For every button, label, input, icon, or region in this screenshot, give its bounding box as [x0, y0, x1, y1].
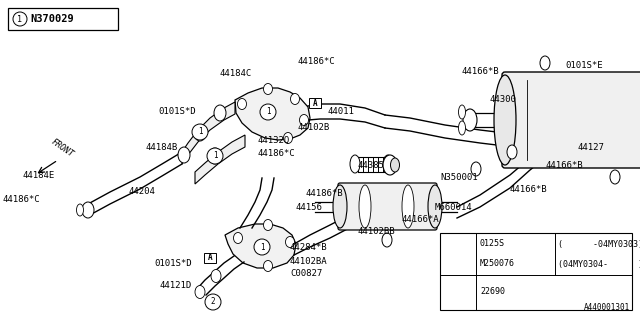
Bar	[204, 253, 216, 263]
Text: A: A	[313, 99, 317, 108]
Ellipse shape	[285, 236, 294, 247]
Text: (04MY0304-      ): (04MY0304- )	[558, 260, 640, 268]
Text: 0125S: 0125S	[480, 239, 505, 249]
Ellipse shape	[359, 185, 371, 228]
Ellipse shape	[264, 220, 273, 230]
Ellipse shape	[195, 285, 205, 299]
Text: 44166*B: 44166*B	[545, 161, 582, 170]
Text: 44184B: 44184B	[146, 143, 178, 153]
Ellipse shape	[458, 121, 465, 135]
Text: 1: 1	[198, 127, 202, 137]
Ellipse shape	[471, 162, 481, 176]
Text: 44156: 44156	[295, 204, 322, 212]
Text: 44132Q: 44132Q	[258, 135, 291, 145]
Text: 0101S*E: 0101S*E	[565, 60, 603, 69]
Text: 22690: 22690	[480, 287, 505, 297]
Bar	[309, 98, 321, 108]
Ellipse shape	[333, 185, 347, 228]
Ellipse shape	[82, 202, 94, 218]
Circle shape	[260, 104, 276, 120]
Ellipse shape	[383, 155, 397, 175]
Text: 1: 1	[17, 14, 22, 23]
Text: 0101S*D: 0101S*D	[154, 260, 192, 268]
Text: 44166*A: 44166*A	[402, 215, 440, 225]
Text: FRONT: FRONT	[49, 137, 75, 159]
Ellipse shape	[507, 145, 517, 159]
Circle shape	[449, 245, 467, 263]
Ellipse shape	[194, 125, 206, 141]
Polygon shape	[235, 88, 310, 140]
Text: 44300: 44300	[490, 95, 517, 105]
Text: 1: 1	[260, 243, 264, 252]
Text: 44204: 44204	[128, 188, 155, 196]
Ellipse shape	[390, 158, 399, 172]
Text: 44011: 44011	[327, 108, 354, 116]
FancyBboxPatch shape	[338, 183, 437, 230]
Text: 3: 3	[456, 287, 461, 297]
Ellipse shape	[540, 56, 550, 70]
Ellipse shape	[383, 155, 393, 173]
Text: 1: 1	[266, 108, 270, 116]
Text: 44184E: 44184E	[23, 171, 55, 180]
Text: N370029: N370029	[30, 14, 74, 24]
Ellipse shape	[300, 115, 308, 125]
Circle shape	[207, 148, 223, 164]
Text: 44127: 44127	[578, 143, 605, 153]
Text: 44284*B: 44284*B	[290, 244, 328, 252]
Text: (      -04MY0303): ( -04MY0303)	[558, 239, 640, 249]
Ellipse shape	[214, 105, 226, 121]
Ellipse shape	[209, 148, 221, 164]
Text: C00827: C00827	[290, 269, 323, 278]
Text: 44166*B: 44166*B	[510, 186, 548, 195]
Ellipse shape	[463, 109, 477, 131]
Ellipse shape	[382, 233, 392, 247]
Ellipse shape	[494, 75, 516, 165]
Circle shape	[192, 124, 208, 140]
Ellipse shape	[178, 147, 190, 163]
Ellipse shape	[284, 132, 292, 143]
Ellipse shape	[211, 269, 221, 283]
Text: A440001301: A440001301	[584, 303, 630, 312]
Text: 44186*C: 44186*C	[3, 195, 40, 204]
Circle shape	[449, 283, 467, 301]
Polygon shape	[225, 224, 296, 268]
Text: 2: 2	[456, 250, 461, 259]
Ellipse shape	[77, 204, 83, 216]
Bar	[440, 233, 632, 310]
Ellipse shape	[264, 260, 273, 271]
Text: 44385: 44385	[358, 161, 385, 170]
Text: 44121D: 44121D	[160, 281, 192, 290]
Text: 44186*C: 44186*C	[258, 148, 296, 157]
Text: 44102BA: 44102BA	[290, 257, 328, 266]
Text: 1: 1	[212, 151, 218, 161]
Text: 2: 2	[211, 298, 215, 307]
Polygon shape	[182, 102, 235, 164]
Text: M250076: M250076	[480, 260, 515, 268]
Ellipse shape	[402, 185, 414, 228]
Ellipse shape	[610, 170, 620, 184]
Ellipse shape	[264, 84, 273, 94]
Polygon shape	[195, 135, 245, 184]
Text: 44186*B: 44186*B	[305, 188, 342, 197]
Text: 44184C: 44184C	[220, 68, 252, 77]
Text: 44186*C: 44186*C	[298, 58, 335, 67]
Text: 0101S*D: 0101S*D	[158, 108, 196, 116]
Ellipse shape	[350, 155, 360, 173]
Ellipse shape	[291, 93, 300, 105]
Text: N350001: N350001	[440, 173, 477, 182]
Text: 44102BB: 44102BB	[357, 228, 395, 236]
Circle shape	[254, 239, 270, 255]
Circle shape	[205, 294, 221, 310]
Text: 44166*B: 44166*B	[462, 68, 500, 76]
Text: M660014: M660014	[435, 204, 472, 212]
FancyBboxPatch shape	[502, 72, 640, 168]
Bar	[8, 8, 118, 30]
Text: 44102B: 44102B	[298, 124, 330, 132]
Ellipse shape	[237, 99, 246, 109]
Ellipse shape	[458, 105, 465, 119]
Text: A: A	[208, 253, 212, 262]
Circle shape	[13, 12, 27, 26]
Ellipse shape	[234, 233, 243, 244]
Ellipse shape	[428, 185, 442, 228]
